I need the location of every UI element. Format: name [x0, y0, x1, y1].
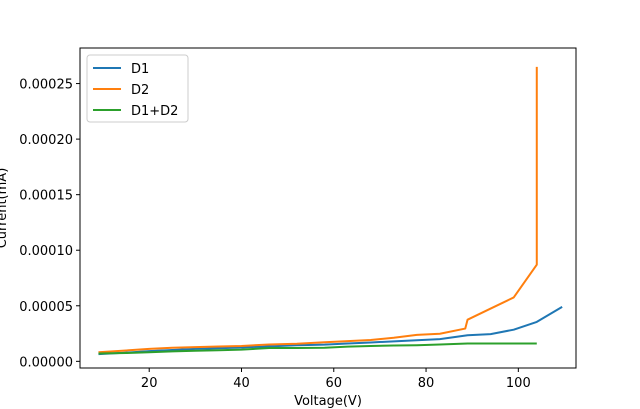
y-axis-label: Current(mA): [0, 168, 10, 249]
y-tick-label: 0.00025: [19, 78, 73, 93]
legend-label-d2: D2: [131, 83, 149, 98]
legend-entry-d1-plus-d2: D1+D2: [93, 104, 178, 119]
x-tick-label: 60: [325, 376, 342, 391]
x-axis-label: Voltage(V): [294, 394, 362, 409]
legend: D1 D2 D1+D2: [86, 54, 189, 123]
series-layer: [98, 66, 563, 356]
y-tick-label: 0.00015: [19, 189, 73, 204]
legend-entry-d2: D2: [93, 83, 149, 98]
x-tick-label: 100: [506, 376, 531, 391]
legend-frame: [86, 54, 189, 123]
series-line-d1: [98, 306, 563, 356]
x-tick-label: 20: [141, 376, 158, 391]
series-line-d2: [98, 66, 538, 354]
y-tick-label: 0.00005: [19, 300, 73, 315]
legend-entry-d1: D1: [93, 62, 149, 77]
y-tick-label: 0.00000: [19, 355, 73, 370]
y-tick-label: 0.00010: [19, 244, 73, 259]
series-line-d1-plus-d2: [98, 342, 537, 355]
x-tick-label: 80: [418, 376, 435, 391]
x-tick-label: 40: [233, 376, 250, 391]
legend-label-d1: D1: [131, 62, 149, 77]
y-tick-label: 0.00020: [19, 133, 73, 148]
legend-label-d1-plus-d2: D1+D2: [131, 104, 178, 119]
x-axis-ticks: 20 40 60 80 100: [141, 368, 531, 391]
y-axis-ticks: 0.00000 0.00005 0.00010 0.00015 0.00020 0.000…: [19, 78, 80, 370]
